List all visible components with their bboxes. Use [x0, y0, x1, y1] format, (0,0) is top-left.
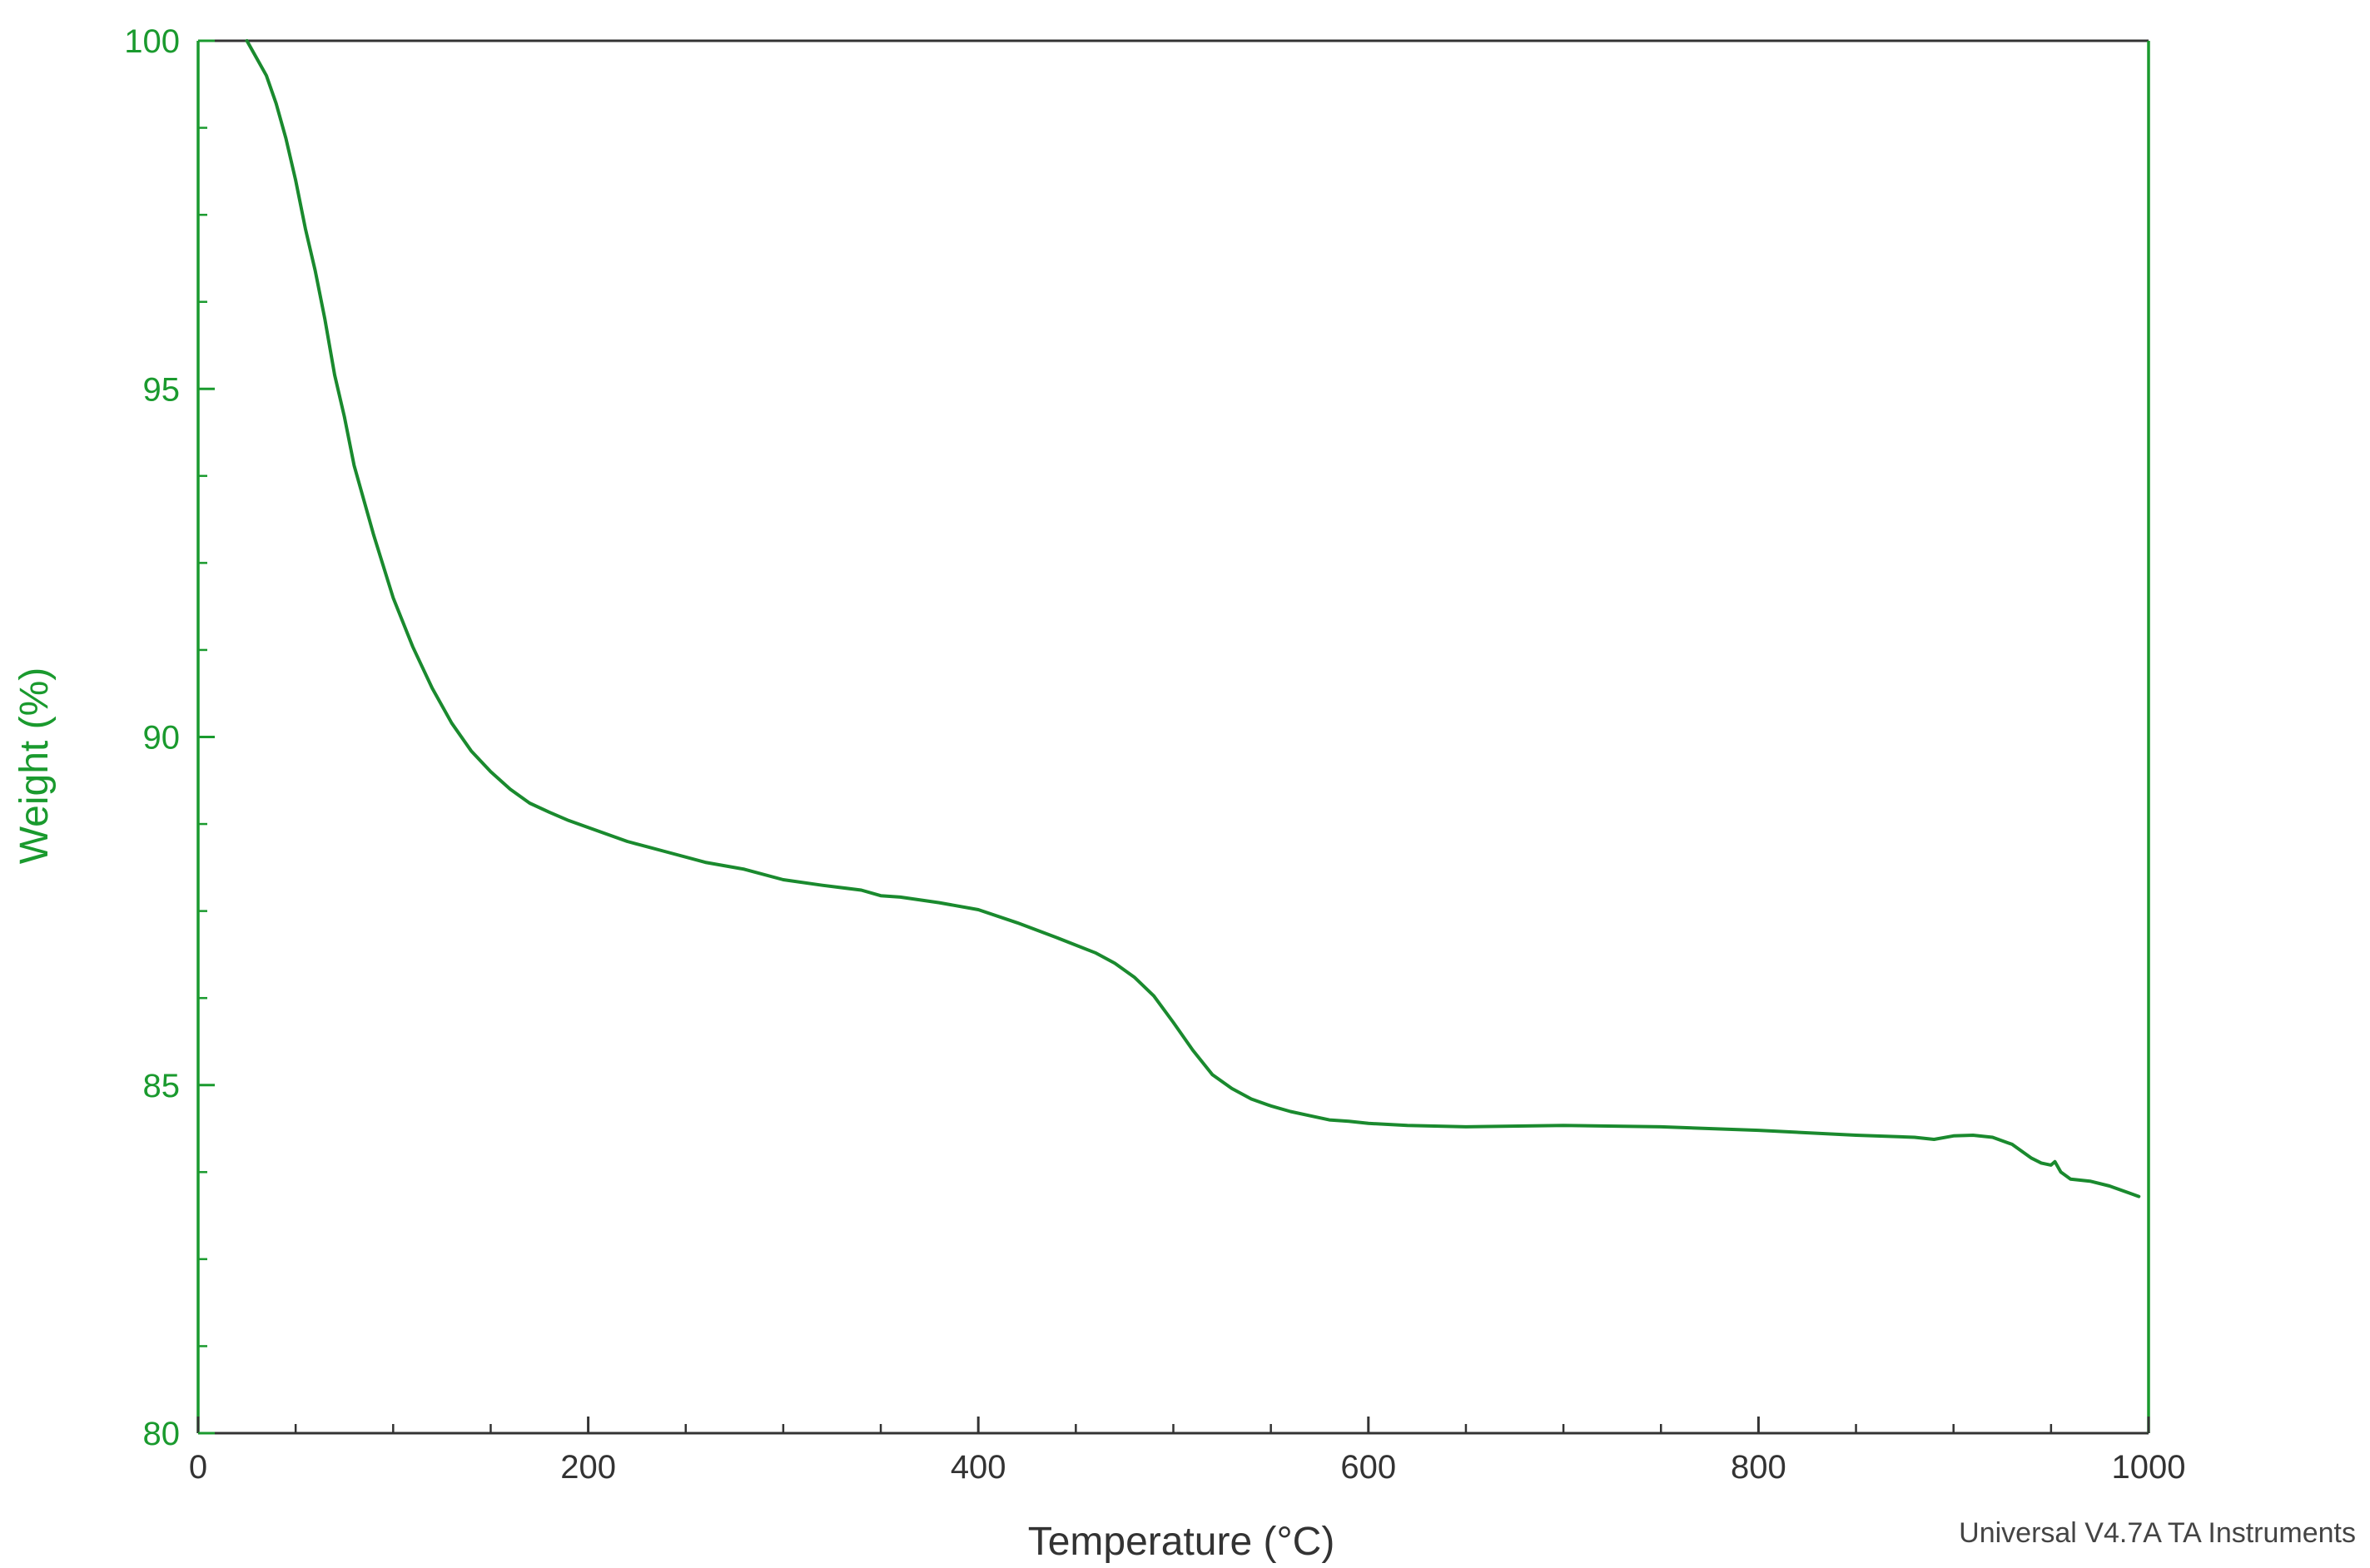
minor-ticks	[198, 127, 2053, 1433]
series-group	[245, 39, 2141, 1198]
y-tick-label: 95	[143, 371, 181, 408]
x-tick-label: 0	[189, 1449, 207, 1486]
y-tick-label: 80	[143, 1416, 181, 1452]
y-tick-label: 85	[143, 1068, 181, 1104]
x-tick-labels: 0 200 400 600 800 1000	[189, 1449, 2186, 1486]
x-tick-label: 600	[1340, 1449, 1396, 1486]
x-axis-title: Temperature (°C)	[1028, 1520, 1335, 1564]
x-tick-label: 200	[560, 1449, 616, 1486]
x-tick-label: 800	[1731, 1449, 1786, 1486]
y-axis-title: Weight (%)	[12, 667, 57, 865]
software-credit: Universal V4.7A TA Instruments	[1959, 1517, 2356, 1549]
y-tick-label: 100	[124, 23, 180, 60]
y-tick-label: 90	[143, 720, 181, 757]
series-line-0	[245, 39, 2141, 1198]
y-tick-labels: 80 85 90 95 100	[124, 23, 180, 1452]
plot-frame	[196, 39, 2150, 1435]
x-tick-label: 1000	[2112, 1449, 2186, 1486]
x-tick-label: 400	[951, 1449, 1006, 1486]
major-ticks	[196, 39, 2150, 1435]
